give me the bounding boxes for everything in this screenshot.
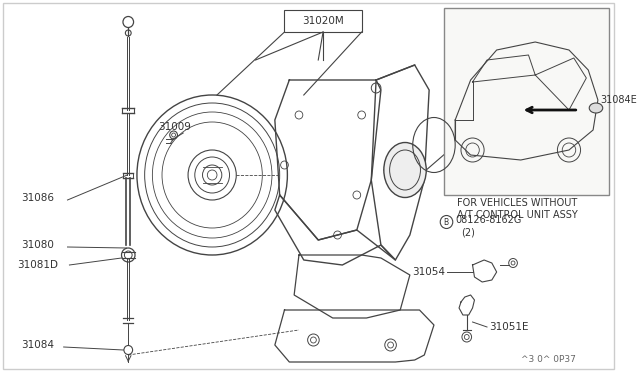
Bar — [285, 10, 362, 32]
Text: (2): (2) — [461, 227, 475, 237]
Text: 31054: 31054 — [413, 267, 445, 277]
Ellipse shape — [390, 150, 420, 190]
Text: 31084E: 31084E — [600, 95, 637, 105]
Text: 31084: 31084 — [21, 340, 54, 350]
Text: 31080: 31080 — [21, 240, 54, 250]
Text: 31086: 31086 — [21, 193, 54, 203]
Text: 31051E: 31051E — [489, 322, 529, 332]
Text: 31009: 31009 — [158, 122, 191, 132]
Ellipse shape — [384, 142, 426, 198]
Text: 31081D: 31081D — [17, 260, 58, 270]
Bar — [444, 8, 609, 195]
Text: B: B — [443, 218, 448, 227]
Text: 31020M: 31020M — [302, 16, 344, 26]
Text: A/T CONTROL UNIT ASSY: A/T CONTROL UNIT ASSY — [456, 210, 577, 220]
Text: 08126-8162G: 08126-8162G — [455, 215, 522, 225]
Ellipse shape — [589, 103, 603, 113]
Text: FOR VEHICLES WITHOUT: FOR VEHICLES WITHOUT — [457, 198, 577, 208]
Text: ^3 0^ 0P37: ^3 0^ 0P37 — [521, 356, 575, 365]
